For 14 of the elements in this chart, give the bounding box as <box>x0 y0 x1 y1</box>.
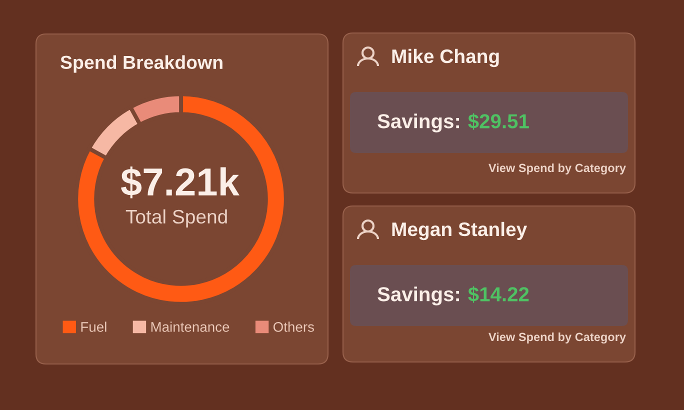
legend-label: Maintenance <box>151 322 230 332</box>
text: Megan Stanley <box>392 222 528 240</box>
text: Mike Chang <box>392 48 499 68</box>
text: Total Spend <box>126 209 227 228</box>
legend-label: Others <box>273 322 314 332</box>
text: $7.21k <box>120 166 240 198</box>
chart-title: Spend Breakdown <box>60 55 222 73</box>
text: View Spend by Category <box>488 332 626 344</box>
legend-label: Fuel <box>81 322 106 332</box>
text: Savings: <box>378 114 459 132</box>
text: View Spend by Category <box>488 163 626 175</box>
text: Savings: <box>378 286 459 306</box>
text: $14.22 <box>468 286 529 303</box>
text: $29.51 <box>468 113 529 130</box>
